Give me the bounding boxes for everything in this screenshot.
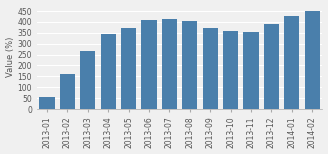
- Bar: [284, 16, 299, 109]
- Y-axis label: Value (%): Value (%): [6, 37, 14, 77]
- Bar: [101, 34, 116, 109]
- Bar: [141, 20, 157, 109]
- Bar: [121, 28, 136, 109]
- Bar: [39, 97, 55, 109]
- Bar: [162, 19, 177, 109]
- Bar: [182, 21, 197, 109]
- Bar: [223, 31, 238, 109]
- Bar: [80, 51, 95, 109]
- Bar: [305, 11, 320, 109]
- Bar: [203, 28, 218, 109]
- Bar: [264, 24, 279, 109]
- Bar: [60, 74, 75, 109]
- Bar: [243, 32, 259, 109]
